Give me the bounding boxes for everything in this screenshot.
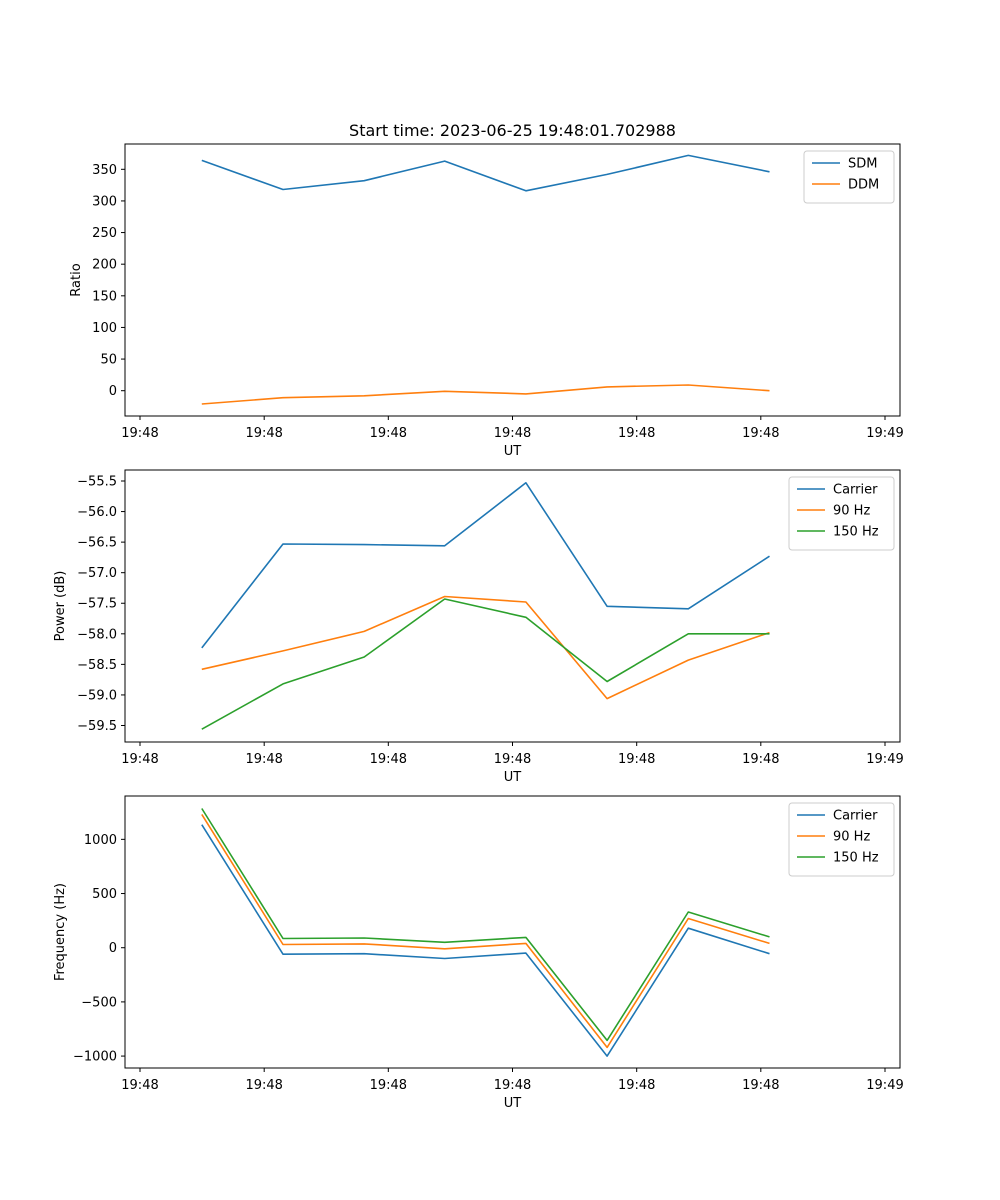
series-line-ddm (201, 384, 770, 405)
series-line-carrier (201, 481, 770, 649)
panel-1: 19:48 19:48 19:48 19:48 19:48 19:48 19:49 0 50 10… (69, 143, 904, 459)
x-tick-label: 19:48 (618, 752, 655, 767)
y-tick-label: −500 (81, 995, 117, 1010)
x-tick-label: 19:48 (618, 1078, 655, 1093)
legend: SDM DDM (803, 150, 895, 204)
y-axis-label: Ratio (69, 263, 84, 296)
x-tick-label: 19:48 (742, 1078, 779, 1093)
y-axis-label: Frequency (Hz) (53, 883, 68, 981)
y-tick-label: 350 (92, 163, 117, 178)
legend-label: 90 Hz (833, 504, 870, 519)
y-tick-label: 100 (92, 321, 117, 336)
series-line-90-hz (201, 595, 770, 700)
y-tick-label: 0 (109, 941, 117, 956)
series-line-90-hz (201, 813, 770, 1049)
panels: 19:48 19:48 19:48 19:48 19:48 19:48 19:49 0 50 10… (53, 143, 904, 1111)
x-axis-label: UT (504, 1096, 522, 1111)
panel-2: 19:48 19:48 19:48 19:48 19:48 19:48 19:49 −59.5… (53, 469, 904, 785)
legend-label: SDM (848, 157, 877, 172)
y-tick-label: −57.0 (77, 566, 117, 581)
y-tick-label: −59.0 (77, 688, 117, 703)
x-tick-label: 19:48 (494, 1078, 531, 1093)
legend: Carrier 90 Hz 150 Hz (788, 802, 895, 877)
x-tick-label: 19:48 (494, 752, 531, 767)
y-tick-label: 50 (100, 353, 117, 368)
legend: Carrier 90 Hz 150 Hz (788, 476, 895, 551)
legend-label: 90 Hz (833, 830, 870, 845)
y-tick-label: −1000 (73, 1050, 117, 1065)
x-tick-label: 19:49 (866, 752, 903, 767)
y-tick-label: 0 (109, 384, 117, 399)
legend-label: Carrier (833, 809, 878, 824)
x-tick-label: 19:48 (245, 1078, 282, 1093)
x-tick-label: 19:48 (121, 426, 158, 441)
legend-box (803, 150, 895, 204)
y-tick-label: 500 (92, 887, 117, 902)
figure-title: Start time: 2023-06-25 19:48:01.702988 (349, 121, 676, 140)
legend-label: 150 Hz (833, 525, 879, 540)
y-tick-label: 1000 (84, 833, 117, 848)
x-axis-label: UT (504, 770, 522, 785)
x-tick-label: 19:48 (618, 426, 655, 441)
x-tick-label: 19:48 (245, 426, 282, 441)
x-tick-label: 19:49 (866, 426, 903, 441)
panel-3: 19:48 19:48 19:48 19:48 19:48 19:48 19:49 −1000… (53, 795, 904, 1111)
y-tick-label: −58.5 (77, 658, 117, 673)
x-tick-label: 19:48 (742, 752, 779, 767)
y-tick-label: 200 (92, 258, 117, 273)
series-line-sdm (201, 154, 770, 192)
legend-label: Carrier (833, 483, 878, 498)
x-tick-label: 19:48 (245, 752, 282, 767)
y-tick-label: 300 (92, 194, 117, 209)
y-tick-label: 150 (92, 289, 117, 304)
x-tick-label: 19:48 (121, 1078, 158, 1093)
y-tick-label: −59.5 (77, 719, 117, 734)
x-tick-label: 19:48 (121, 752, 158, 767)
x-tick-label: 19:48 (742, 426, 779, 441)
x-tick-label: 19:48 (494, 426, 531, 441)
x-tick-label: 19:48 (370, 1078, 407, 1093)
y-tick-label: −57.5 (77, 597, 117, 612)
y-tick-label: −56.0 (77, 505, 117, 520)
y-tick-label: −56.5 (77, 536, 117, 551)
x-tick-label: 19:49 (866, 1078, 903, 1093)
series-line-150-hz (201, 598, 770, 730)
x-tick-label: 19:48 (370, 752, 407, 767)
series-line-150-hz (201, 808, 770, 1042)
y-tick-label: −58.0 (77, 627, 117, 642)
y-tick-label: −55.5 (77, 475, 117, 490)
series-line-carrier (201, 824, 770, 1057)
x-tick-label: 19:48 (370, 426, 407, 441)
legend-label: 150 Hz (833, 851, 879, 866)
y-tick-label: 250 (92, 226, 117, 241)
y-axis-label: Power (dB) (53, 571, 68, 642)
x-axis-label: UT (504, 444, 522, 459)
legend-label: DDM (848, 178, 879, 193)
